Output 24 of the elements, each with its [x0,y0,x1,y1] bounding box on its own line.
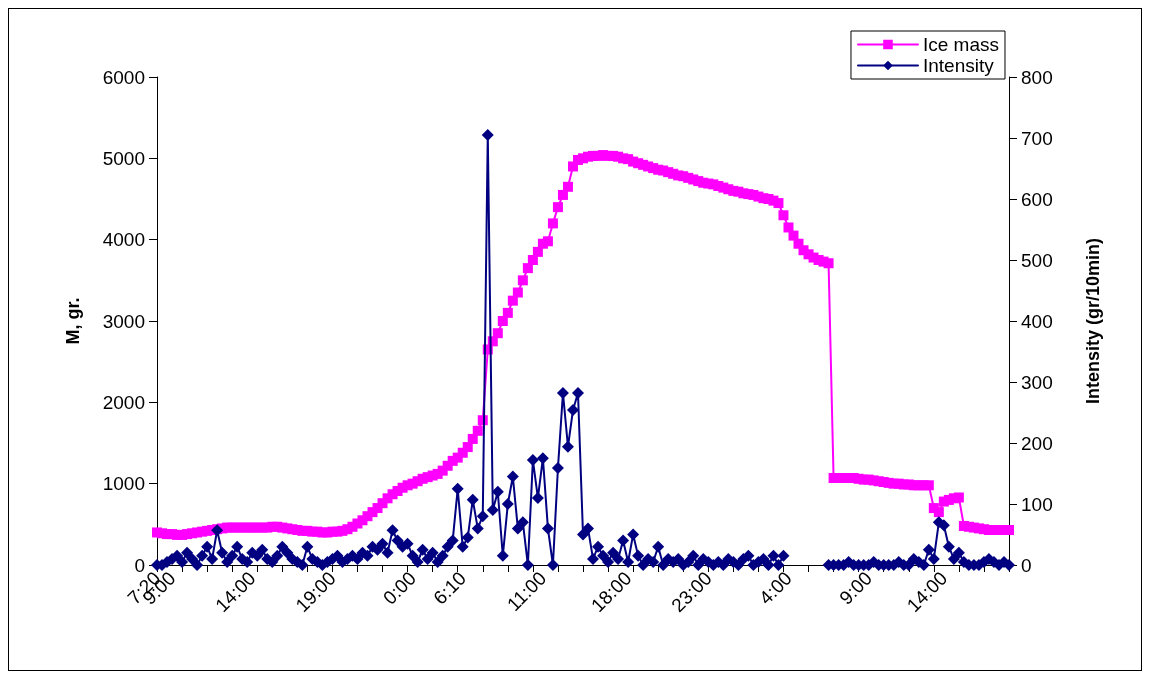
legend-label: Intensity [922,55,995,76]
y-tick-label: 6000 [102,66,145,88]
y2-tick-label: 200 [1021,432,1053,454]
x-tick-label: 4:00 [754,567,796,609]
y-tick-label: 5000 [102,147,145,169]
y2-tick-label: 500 [1021,249,1053,271]
x-tick-label: 0:00 [379,567,421,609]
legend-label: Ice mass [922,34,1000,55]
x-tick-label: 6:10 [429,567,471,609]
y-axis-title: M, gr. [63,297,83,345]
y2-tick-label: 400 [1021,310,1053,332]
y2-tick-label: 100 [1021,493,1053,515]
y2-tick-label: 300 [1021,371,1053,393]
y-tick-label: 2000 [102,391,145,413]
y-tick-label: 0 [134,554,145,576]
y2-tick-label: 0 [1021,554,1032,576]
x-tick-label: 9:00 [835,567,877,609]
y-tick-label: 3000 [102,310,145,332]
y2-tick-label: 800 [1021,66,1053,88]
y-tick-label: 1000 [102,473,145,495]
y2-axis-title: Intensity (gr/10min) [1083,237,1103,405]
y2-tick-label: 600 [1021,188,1053,210]
y-tick-label: 4000 [102,229,145,251]
y2-tick-label: 700 [1021,127,1053,149]
